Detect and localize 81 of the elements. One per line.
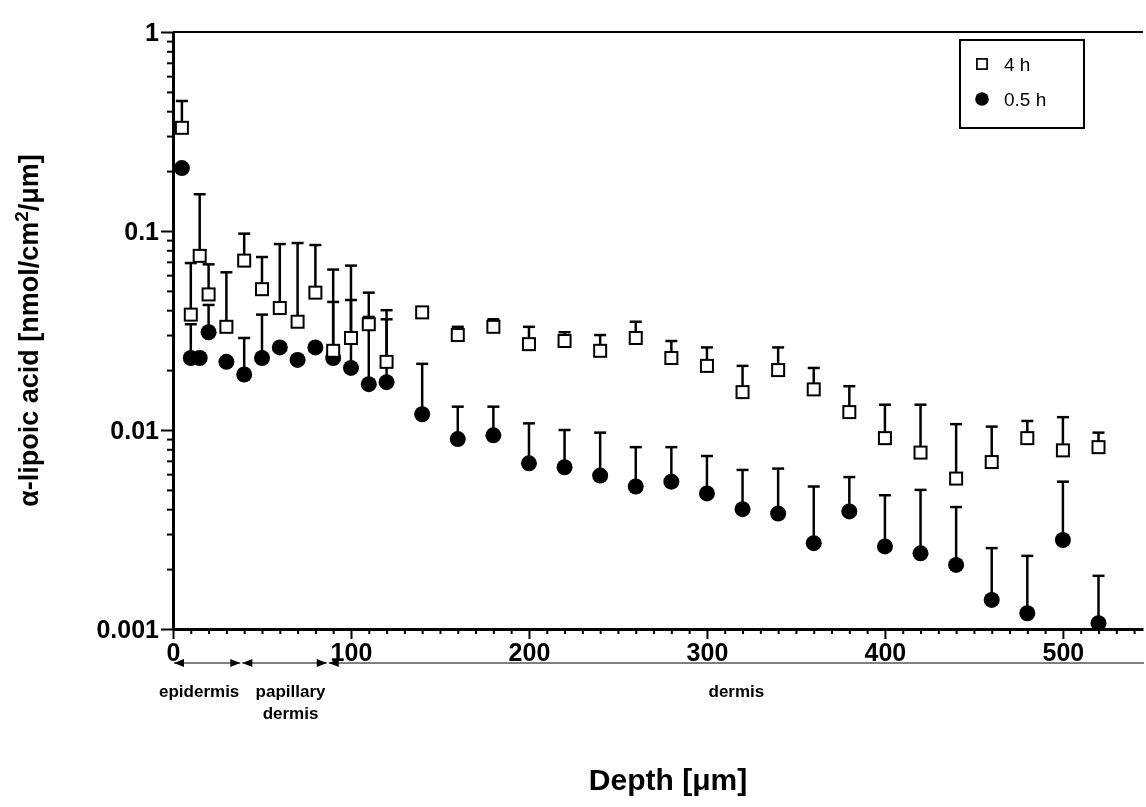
x-tick-label: 500 bbox=[1042, 637, 1085, 666]
point bbox=[699, 358, 714, 373]
x-tick-label: 400 bbox=[864, 637, 907, 666]
point bbox=[1055, 443, 1070, 458]
point bbox=[1054, 532, 1071, 549]
point bbox=[628, 330, 643, 345]
point bbox=[449, 431, 466, 448]
point bbox=[379, 354, 394, 369]
point bbox=[806, 382, 821, 397]
point bbox=[627, 478, 644, 495]
point bbox=[663, 473, 680, 490]
legend-label: 4 h bbox=[1004, 54, 1031, 75]
point bbox=[877, 431, 892, 446]
point bbox=[378, 374, 395, 391]
point bbox=[805, 535, 822, 552]
x-tick-label: 100 bbox=[330, 637, 373, 666]
point bbox=[486, 319, 501, 334]
point bbox=[842, 405, 857, 420]
point bbox=[218, 353, 235, 370]
point bbox=[192, 248, 207, 263]
point bbox=[520, 455, 537, 472]
x-tick-label: 200 bbox=[508, 637, 551, 666]
point bbox=[174, 120, 189, 135]
point bbox=[1020, 431, 1035, 446]
y-tick-label: 0.001 bbox=[96, 614, 160, 643]
point bbox=[770, 505, 787, 522]
y-tick-label: 0.01 bbox=[110, 415, 160, 444]
point bbox=[326, 343, 341, 358]
text: epidermis bbox=[159, 682, 240, 701]
y-tick-label: 0.1 bbox=[124, 216, 160, 245]
point bbox=[983, 591, 1000, 608]
point bbox=[360, 376, 377, 393]
point bbox=[308, 285, 323, 300]
point bbox=[237, 253, 252, 268]
point bbox=[272, 301, 287, 316]
point bbox=[876, 538, 893, 555]
point bbox=[521, 337, 536, 352]
point bbox=[289, 351, 306, 368]
point bbox=[557, 334, 572, 349]
point bbox=[771, 363, 786, 378]
x-axis-title: Depth [μm] bbox=[588, 763, 748, 796]
point bbox=[219, 319, 234, 334]
point bbox=[342, 359, 359, 376]
point bbox=[664, 351, 679, 366]
point bbox=[236, 366, 253, 383]
point bbox=[183, 307, 198, 322]
point bbox=[200, 324, 217, 341]
point bbox=[592, 467, 609, 484]
point bbox=[201, 287, 216, 302]
point bbox=[253, 350, 270, 367]
point bbox=[450, 328, 465, 343]
point bbox=[290, 314, 305, 329]
point bbox=[948, 556, 965, 573]
text: dermis bbox=[708, 682, 765, 701]
text: papillary dermis bbox=[255, 682, 327, 723]
point bbox=[361, 317, 376, 332]
x-tick-label: 300 bbox=[686, 637, 729, 666]
point bbox=[307, 339, 324, 356]
y-tick-label: 1 bbox=[145, 17, 160, 46]
point bbox=[593, 343, 608, 358]
point bbox=[949, 471, 964, 486]
point bbox=[173, 160, 190, 177]
point bbox=[984, 455, 999, 470]
point bbox=[556, 459, 573, 476]
point bbox=[271, 339, 288, 356]
point bbox=[841, 503, 858, 520]
point bbox=[913, 445, 928, 460]
point bbox=[343, 330, 358, 345]
legend-label: 0.5 h bbox=[1004, 89, 1047, 110]
point bbox=[698, 485, 715, 502]
point bbox=[485, 427, 502, 444]
point bbox=[735, 385, 750, 400]
point bbox=[1019, 605, 1036, 622]
point bbox=[415, 305, 430, 320]
point bbox=[1091, 440, 1106, 455]
x-tick-label: 0 bbox=[166, 637, 181, 666]
point bbox=[1090, 615, 1107, 632]
point bbox=[414, 406, 431, 423]
point bbox=[254, 282, 269, 297]
point bbox=[912, 545, 929, 562]
point bbox=[734, 501, 751, 518]
